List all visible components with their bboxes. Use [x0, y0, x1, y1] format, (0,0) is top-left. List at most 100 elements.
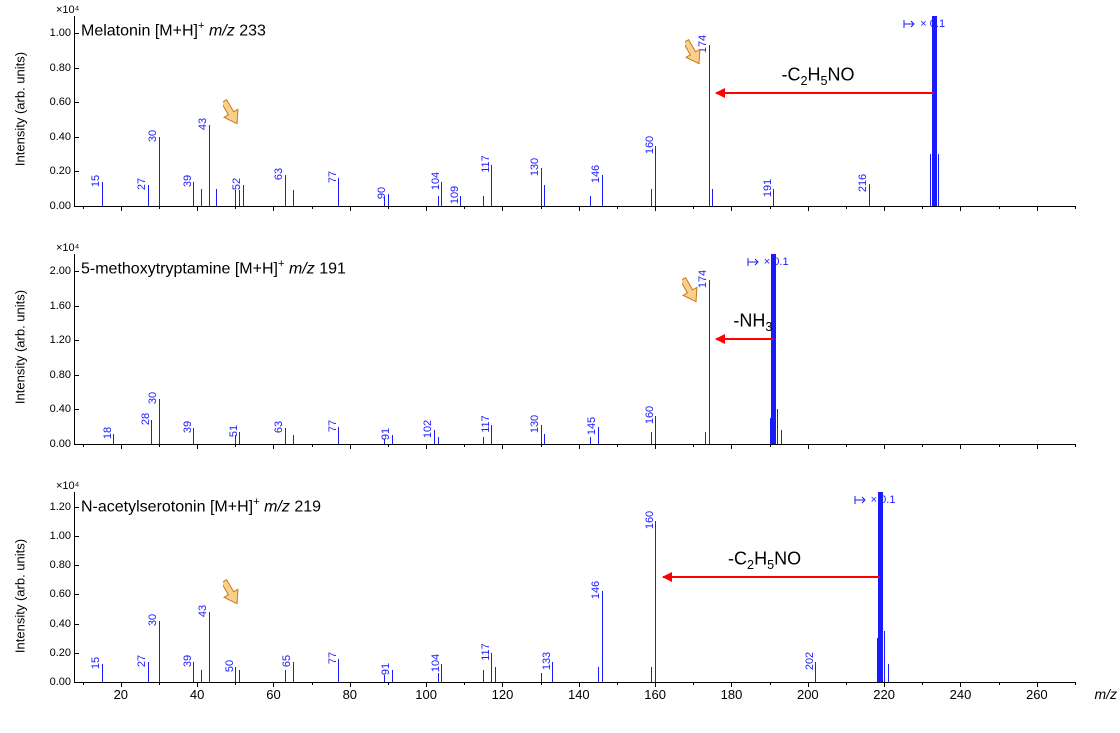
peak: 15 — [102, 182, 103, 206]
scale-note-text: × 0.1 — [868, 494, 896, 506]
x-tick-minor — [312, 682, 313, 685]
peak-label: 18 — [102, 427, 114, 439]
peak-label: 77 — [327, 652, 339, 664]
y-tick-label: 0.20 — [50, 165, 75, 177]
x-tick-minor — [846, 682, 847, 685]
peak-label: 39 — [182, 421, 194, 433]
peak: 133 — [552, 662, 553, 682]
peak-minor — [201, 189, 202, 206]
x-tick-major — [808, 444, 809, 449]
peak: 191 — [773, 189, 774, 206]
x-tick-major — [884, 206, 885, 211]
peak: 117 — [491, 165, 492, 206]
spectrum-panel: Intensity (arb. units)×10⁴0.000.200.400.… — [0, 4, 1120, 214]
peak: 102 — [434, 430, 435, 444]
x-tick-label: 20 — [114, 687, 128, 702]
x-tick-major — [121, 444, 122, 449]
peak: 202 — [815, 662, 816, 682]
compound-name: 5-methoxytryptamine — [81, 260, 230, 277]
scale-note-text: × 0.1 — [917, 18, 945, 30]
x-tick-minor — [159, 206, 160, 209]
x-tick-minor — [235, 682, 236, 685]
peak-label: 130 — [529, 415, 541, 433]
x-tick-minor — [464, 206, 465, 209]
scale-note: × 0.1 — [854, 494, 896, 506]
peak — [878, 492, 883, 682]
spectrum-panel: Intensity (arb. units)×10⁴0.000.200.400.… — [0, 480, 1120, 712]
y-tick-label: 0.80 — [50, 369, 75, 381]
peak-minor — [938, 154, 939, 206]
peak: 145 — [598, 427, 599, 444]
peak-minor — [541, 673, 542, 682]
peak: 109 — [460, 196, 461, 206]
peak: 43 — [209, 125, 210, 206]
peak: 130 — [541, 425, 542, 444]
x-tick-major — [960, 206, 961, 211]
y-tick-label: 1.20 — [50, 334, 75, 346]
x-tick-minor — [1075, 206, 1076, 209]
plot-area: 0.000.400.801.201.602.001828303951637791… — [74, 254, 1075, 445]
mz-value: 219 — [294, 498, 321, 515]
peak-minor — [239, 190, 240, 206]
peak: 43 — [209, 612, 210, 682]
peak-label: 102 — [422, 420, 434, 438]
x-tick-major — [884, 444, 885, 449]
x-tick-major — [1037, 444, 1038, 449]
peak: 28 — [151, 420, 152, 444]
x-tick-minor — [693, 682, 694, 685]
mz-value: 233 — [239, 22, 266, 39]
peak: 39 — [193, 662, 194, 682]
mz-value: 191 — [319, 260, 346, 277]
mz-label: m/z — [209, 22, 235, 39]
peak-minor — [201, 670, 202, 682]
y-axis-exponent: ×10⁴ — [56, 242, 79, 254]
peak-label: 51 — [228, 425, 240, 437]
peak-minor — [483, 437, 484, 444]
peak: 51 — [239, 432, 240, 444]
peak: 63 — [285, 428, 286, 444]
y-tick-label: 0.20 — [50, 647, 75, 659]
x-tick-major — [350, 444, 351, 449]
x-tick-major — [731, 444, 732, 449]
x-tick-minor — [617, 206, 618, 209]
peak-minor — [239, 670, 240, 682]
scale-note: × 0.1 — [747, 256, 789, 268]
peak-minor — [293, 435, 294, 444]
peak-minor — [384, 675, 385, 682]
loss-label: -C2H5NO — [728, 548, 801, 572]
y-tick-label: 0.40 — [50, 131, 75, 143]
peak: 30 — [159, 399, 160, 444]
ion-notation: [M+H] — [235, 260, 278, 277]
x-tick-minor — [312, 206, 313, 209]
peak-label: 65 — [281, 654, 293, 666]
y-tick-label: 0.60 — [50, 96, 75, 108]
peak-minor — [888, 664, 889, 682]
peak-label: 191 — [762, 179, 774, 197]
peak-minor — [705, 432, 706, 444]
x-tick-minor — [617, 682, 618, 685]
peak-minor — [598, 667, 599, 682]
peak-label: 202 — [804, 651, 816, 669]
x-tick-minor — [464, 682, 465, 685]
x-tick-minor — [1075, 682, 1076, 685]
x-tick-label: 220 — [873, 687, 895, 702]
x-tick-minor — [846, 444, 847, 447]
y-axis-title: Intensity (arb. units) — [13, 290, 28, 404]
peak-label: 39 — [182, 175, 194, 187]
peak-minor — [590, 196, 591, 206]
peak-label: 50 — [224, 660, 236, 672]
x-tick-minor — [159, 682, 160, 685]
peak: 65 — [293, 662, 294, 682]
y-tick-label: 0.40 — [50, 403, 75, 415]
panel-title: Melatonin [M+H]+ m/z 233 — [81, 20, 266, 40]
peak: 15 — [102, 664, 103, 682]
peak: 117 — [491, 653, 492, 682]
x-tick-major — [197, 444, 198, 449]
peak-label: 145 — [586, 417, 598, 435]
y-tick-label: 1.20 — [50, 501, 75, 513]
y-tick-label: 0.80 — [50, 559, 75, 571]
y-tick-label: 0.80 — [50, 62, 75, 74]
scale-note-text: × 0.1 — [761, 256, 789, 268]
x-tick-label: 60 — [266, 687, 280, 702]
x-tick-minor — [770, 682, 771, 685]
